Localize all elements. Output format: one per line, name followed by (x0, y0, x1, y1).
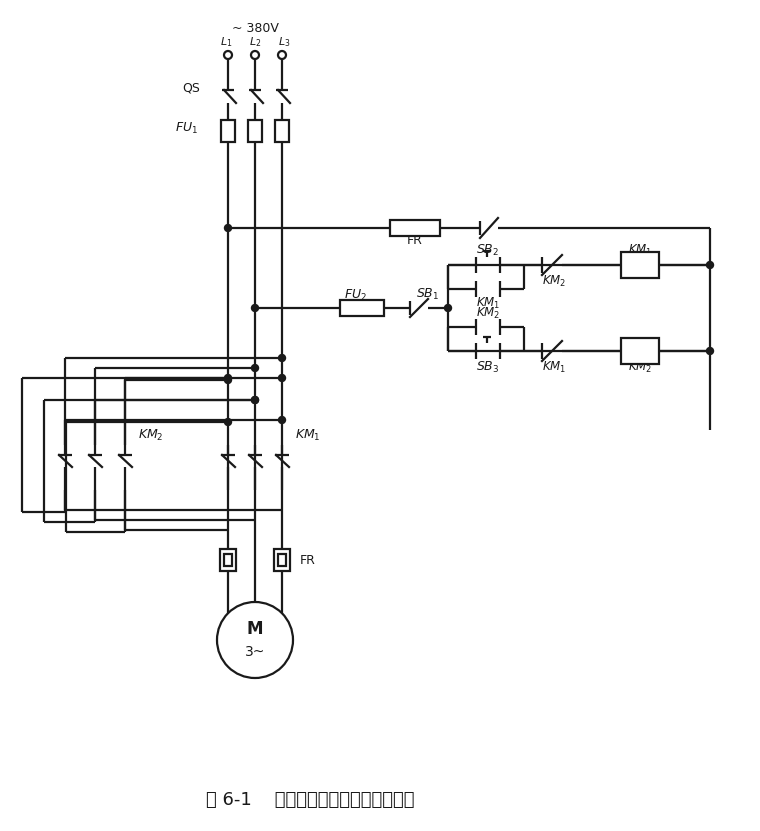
Text: $L_1$: $L_1$ (220, 35, 233, 49)
Circle shape (217, 602, 293, 678)
Bar (220, 549, 236, 571)
Circle shape (278, 375, 286, 381)
Text: $SB_2$: $SB_2$ (477, 243, 499, 258)
Text: FR: FR (300, 553, 316, 567)
Circle shape (278, 355, 286, 361)
Circle shape (224, 51, 232, 59)
Circle shape (251, 51, 259, 59)
Circle shape (224, 419, 232, 425)
Circle shape (252, 304, 258, 312)
Bar (248, 120, 262, 142)
Bar (621, 252, 659, 278)
Text: $KM_1$: $KM_1$ (542, 360, 566, 375)
Circle shape (278, 416, 286, 424)
Circle shape (252, 396, 258, 404)
Bar (390, 220, 440, 236)
Text: $KM_2$: $KM_2$ (476, 306, 500, 321)
Text: $FU_2$: $FU_2$ (344, 288, 366, 302)
Text: $FU_1$: $FU_1$ (175, 120, 198, 135)
Text: $L_3$: $L_3$ (277, 35, 290, 49)
Text: $KM_2$: $KM_2$ (138, 427, 163, 443)
Circle shape (224, 375, 232, 381)
Bar (621, 338, 659, 364)
Text: FR: FR (407, 234, 423, 248)
Circle shape (707, 347, 714, 355)
Text: $KM_2$: $KM_2$ (628, 360, 652, 375)
Text: QS: QS (182, 81, 200, 95)
Text: M: M (247, 620, 263, 638)
Text: $KM_1$: $KM_1$ (476, 296, 500, 311)
Bar (274, 549, 290, 571)
Bar (275, 120, 289, 142)
Bar (221, 120, 235, 142)
Text: 图 6-1    交流电动机的正反转控制电路: 图 6-1 交流电动机的正反转控制电路 (206, 791, 414, 809)
Text: $L_2$: $L_2$ (249, 35, 261, 49)
Circle shape (707, 262, 714, 268)
Circle shape (252, 396, 258, 404)
Circle shape (445, 304, 451, 312)
Text: $SB_3$: $SB_3$ (477, 360, 499, 375)
Text: $SB_1$: $SB_1$ (416, 287, 439, 302)
Circle shape (278, 51, 286, 59)
Text: ~ 380V: ~ 380V (232, 22, 278, 35)
Bar (340, 300, 384, 316)
Circle shape (252, 365, 258, 371)
Text: $KM_1$: $KM_1$ (628, 243, 652, 258)
Bar (224, 554, 232, 566)
Text: $KM_2$: $KM_2$ (542, 273, 566, 288)
Circle shape (224, 376, 232, 383)
Text: $KM_1$: $KM_1$ (295, 427, 321, 443)
Circle shape (224, 224, 232, 232)
Text: 3~: 3~ (245, 645, 265, 659)
Bar (278, 554, 286, 566)
